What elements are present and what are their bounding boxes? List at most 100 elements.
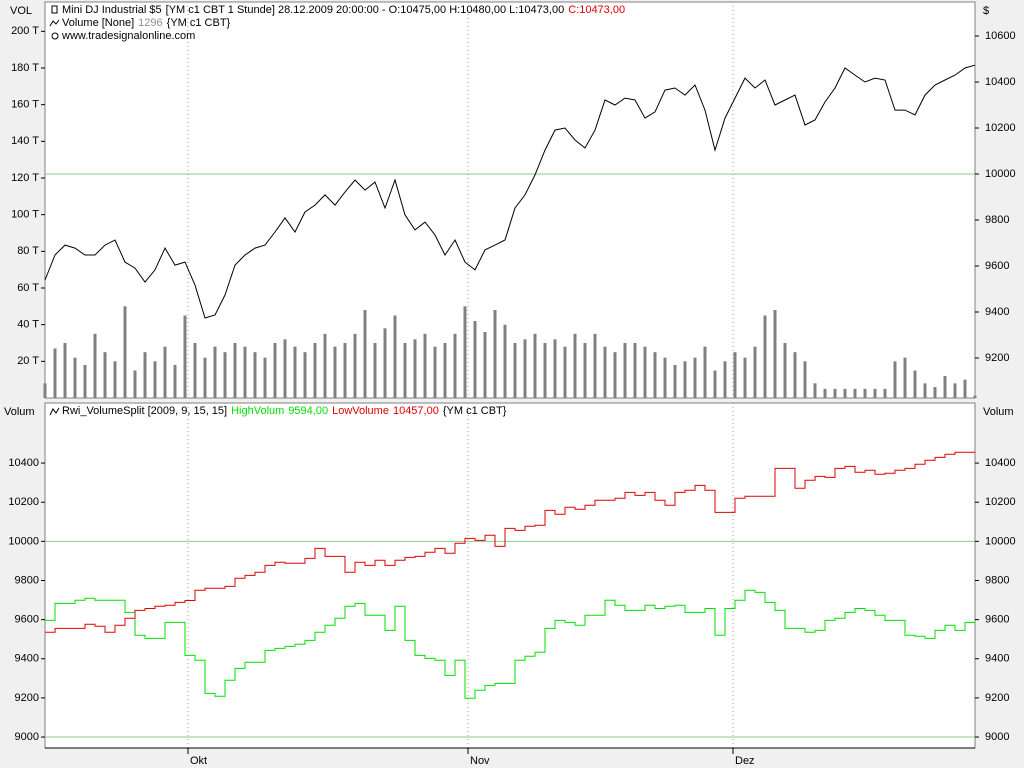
y-axis-title: Volum	[983, 406, 1014, 418]
volume-bar	[753, 346, 757, 398]
header-line: Rwi_VolumeSplit [2009, 9, 15, 15] HighVol…	[62, 405, 507, 417]
series-info: {YM c1 CBT}	[167, 17, 231, 29]
y-tick-label: 10000	[8, 535, 39, 547]
volume-bar	[573, 333, 577, 398]
series-name: LowVolume	[332, 405, 389, 417]
volume-bar	[553, 339, 557, 398]
volume-bar	[703, 346, 707, 398]
volume-bar	[613, 352, 617, 398]
y2-tick-label: 40 T	[17, 319, 39, 331]
last-value: 1296	[138, 17, 162, 29]
volume-bar	[683, 361, 687, 398]
y-tick-label: 9400	[15, 653, 39, 665]
volume-bar	[233, 343, 237, 398]
y2-axis-title: VOL	[10, 5, 32, 17]
volume-bar	[273, 343, 277, 398]
step-line	[45, 589, 976, 699]
volume-bar	[733, 352, 737, 398]
volume-bar	[533, 333, 537, 398]
y-tick-label: 10400	[8, 457, 39, 469]
y2-tick-label: 120 T	[11, 172, 39, 184]
volume-bar	[253, 352, 257, 398]
y2-tick-label: 80 T	[17, 245, 39, 257]
y-tick-label: 10600	[985, 30, 1016, 42]
web-icon	[51, 32, 59, 40]
series-name: HighVolum	[231, 405, 284, 417]
volume-bar	[923, 383, 927, 398]
volume-bar	[513, 343, 517, 398]
header-line: Mini DJ Industrial $5 [YM c1 CBT 1 Stunde…	[62, 4, 625, 16]
volume-bar	[433, 346, 437, 398]
volume-bar	[873, 388, 877, 398]
volume-bar	[803, 361, 807, 398]
volume-bar	[243, 346, 247, 398]
y-tick-label: 9400	[985, 306, 1009, 318]
y-tick-label: 9200	[985, 352, 1009, 364]
volume-bar	[403, 343, 407, 398]
y-tick-label: 10400	[985, 457, 1016, 469]
volume-bar	[943, 376, 947, 398]
volume-bar	[133, 370, 137, 398]
volume-bar	[503, 324, 507, 398]
y-tick-label: 9800	[985, 574, 1009, 586]
series-info: [YM c1 CBT 1 Stunde] 28.12.2009 20:00:00…	[166, 4, 565, 16]
volume-bar	[383, 328, 387, 398]
volume-bar	[73, 357, 77, 398]
plot-area	[44, 1, 976, 399]
y-tick-label: 9600	[15, 614, 39, 626]
volume-bar	[963, 379, 967, 398]
volume-bar	[373, 343, 377, 398]
volume-bar	[523, 339, 527, 398]
volume-bar	[303, 352, 307, 398]
volume-bar	[693, 357, 697, 398]
series-info: {YM c1 CBT}	[443, 405, 507, 417]
volume-bar	[423, 333, 427, 398]
volume-bar	[563, 346, 567, 398]
volume-bar	[63, 343, 67, 398]
volume-bar	[173, 365, 177, 398]
volume-bar	[333, 346, 337, 398]
volume-bar	[463, 306, 467, 398]
volume-bar	[643, 346, 647, 398]
website: www.tradesignalonline.com	[61, 30, 195, 42]
volume-bar	[903, 357, 907, 398]
volume-bar	[493, 310, 497, 398]
volume-bar	[453, 333, 457, 398]
volume-bar	[853, 388, 857, 398]
y-axis-title: Volum	[4, 406, 35, 418]
series-name: Mini DJ Industrial $5	[62, 4, 162, 16]
x-tick-label: Dez	[735, 755, 755, 767]
volume-bar	[883, 388, 887, 398]
y-tick-label: 10200	[985, 496, 1016, 508]
volume-bar	[653, 352, 657, 398]
volume-bar	[283, 339, 287, 398]
y-tick-label: 9200	[985, 692, 1009, 704]
volume-bar	[203, 357, 207, 398]
y-tick-label: 10200	[8, 496, 39, 508]
y-tick-label: 9200	[15, 692, 39, 704]
y-tick-label: 9000	[985, 731, 1009, 743]
indicator-name: Rwi_VolumeSplit [2009, 9, 15, 15]	[62, 405, 227, 417]
y2-tick-label: 200 T	[11, 25, 39, 37]
volume-bar	[103, 352, 107, 398]
last-value: C:10473,00	[568, 4, 625, 16]
volume-bar	[833, 388, 837, 398]
y-tick-label: 9600	[985, 260, 1009, 272]
volume-bar	[263, 357, 267, 398]
volume-bar	[743, 357, 747, 398]
volume-bar	[823, 388, 827, 398]
volume-bar	[583, 343, 587, 398]
volume-bar	[143, 352, 147, 398]
volume-bar	[183, 315, 187, 398]
y2-tick-label: 140 T	[11, 135, 39, 147]
volume-bar	[163, 346, 167, 398]
y-tick-label: 10200	[985, 122, 1016, 134]
volume-bar	[363, 310, 367, 398]
volume-bar	[783, 343, 787, 398]
volume-bar	[293, 346, 297, 398]
volume-bar	[593, 333, 597, 398]
volume-bar	[473, 321, 477, 398]
volume-bar	[83, 365, 87, 398]
volume-bar	[93, 333, 97, 398]
y-tick-label: 10000	[985, 168, 1016, 180]
